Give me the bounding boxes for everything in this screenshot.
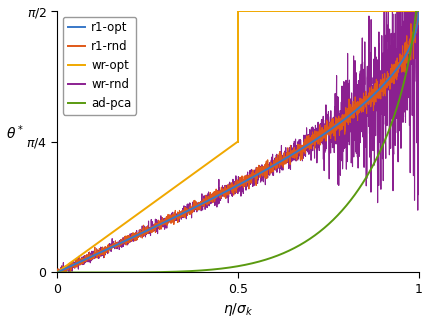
- X-axis label: $\eta/\sigma_k$: $\eta/\sigma_k$: [223, 301, 253, 318]
- Y-axis label: $\theta^*$: $\theta^*$: [6, 123, 24, 142]
- Legend: r1-opt, r1-rnd, wr-opt, wr-rnd, ad-pca: r1-opt, r1-rnd, wr-opt, wr-rnd, ad-pca: [63, 17, 136, 115]
